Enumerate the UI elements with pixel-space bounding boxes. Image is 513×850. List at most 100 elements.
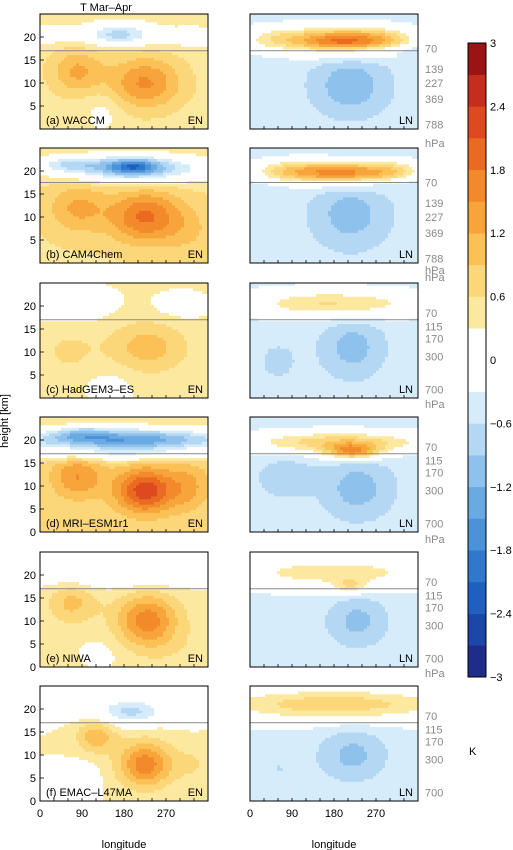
contour-cell	[334, 60, 338, 64]
contour-cell	[280, 98, 284, 103]
contour-cell	[124, 68, 128, 72]
contour-cell	[46, 60, 50, 64]
contour-cell	[358, 90, 362, 94]
contour-cell	[376, 93, 380, 97]
contour-cell	[403, 55, 407, 59]
contour-cell	[175, 87, 179, 92]
contour-cell	[49, 30, 53, 34]
contour-cell	[367, 63, 371, 67]
contour-cell	[292, 19, 296, 23]
contour-cell	[403, 109, 407, 113]
contour-cell	[346, 71, 350, 75]
contour-cell	[325, 16, 329, 20]
contour-cell	[403, 66, 407, 70]
contour-cell	[151, 112, 155, 116]
contour-cell	[43, 230, 47, 234]
contour-cell	[379, 38, 383, 42]
contour-cell	[400, 27, 404, 31]
contour-cell	[385, 107, 389, 111]
contour-cell	[301, 85, 305, 89]
contour-cell	[55, 74, 59, 78]
contour-cell	[76, 104, 80, 108]
contour-cell	[88, 68, 92, 72]
contour-cell	[160, 126, 164, 130]
contour-cell	[148, 109, 152, 113]
contour-cell	[85, 30, 89, 34]
contour-cell	[85, 16, 89, 20]
contour-cell	[127, 76, 131, 81]
contour-cell	[139, 44, 143, 48]
contour-cell	[307, 118, 311, 122]
contour-cell	[343, 44, 347, 48]
contour-cell	[49, 60, 53, 64]
contour-cell	[199, 30, 203, 34]
contour-cell	[64, 90, 68, 94]
contour-cell	[175, 33, 179, 37]
contour-cell	[43, 90, 47, 94]
contour-cell	[103, 74, 107, 78]
contour-cell	[115, 118, 119, 122]
contour-cell	[403, 74, 407, 78]
contour-cell	[313, 33, 317, 37]
contour-cell	[157, 98, 161, 103]
contour-cell	[328, 33, 332, 37]
contour-cell	[70, 38, 74, 42]
contour-cell	[250, 87, 254, 92]
contour-cell	[49, 63, 53, 67]
contour-cell	[337, 33, 341, 37]
contour-cell	[280, 118, 284, 122]
contour-cell	[325, 93, 329, 97]
contour-cell	[184, 107, 188, 111]
contour-cell	[136, 68, 140, 72]
contour-cell	[295, 90, 299, 94]
contour-cell	[121, 33, 125, 37]
contour-cell	[163, 85, 167, 89]
contour-cell	[100, 101, 104, 105]
contour-cell	[325, 33, 329, 37]
contour-cell	[157, 14, 161, 18]
contour-cell	[88, 63, 92, 67]
contour-cell	[409, 76, 413, 81]
contour-cell	[136, 87, 140, 92]
contour-cell	[289, 14, 293, 18]
contour-cell	[124, 41, 128, 45]
contour-cell	[154, 85, 158, 89]
contour-cell	[91, 71, 95, 75]
contour-cell	[313, 82, 317, 86]
contour-cell	[334, 16, 338, 20]
contour-cell	[382, 85, 386, 89]
contour-cell	[286, 87, 290, 92]
contour-cell	[151, 120, 155, 124]
contour-cell	[166, 82, 170, 86]
contour-cell	[40, 71, 44, 75]
contour-cell	[406, 76, 410, 81]
contour-cell	[40, 27, 44, 31]
contour-cell	[286, 66, 290, 70]
contour-cell	[145, 74, 149, 78]
contour-cell	[112, 79, 116, 83]
contour-cell	[115, 98, 119, 103]
contour-cell	[160, 30, 164, 34]
contour-cell	[193, 57, 197, 61]
contour-cell	[55, 60, 59, 64]
contour-cell	[151, 63, 155, 67]
contour-cell	[52, 213, 56, 217]
contour-cell	[178, 112, 182, 116]
contour-cell	[373, 98, 377, 103]
contour-cell	[313, 85, 317, 89]
contour-cell	[295, 101, 299, 105]
contour-cell	[88, 112, 92, 116]
contour-cell	[382, 74, 386, 78]
contour-cell	[121, 38, 125, 42]
contour-cell	[292, 41, 296, 45]
contour-cell	[175, 85, 179, 89]
contour-cell	[139, 41, 143, 45]
contour-cell	[154, 27, 158, 31]
contour-cell	[406, 68, 410, 72]
contour-cell	[403, 52, 407, 56]
contour-cell	[70, 109, 74, 113]
contour-cell	[301, 52, 305, 56]
contour-cell	[307, 52, 311, 56]
contour-cell	[349, 107, 353, 111]
contour-cell	[163, 44, 167, 48]
